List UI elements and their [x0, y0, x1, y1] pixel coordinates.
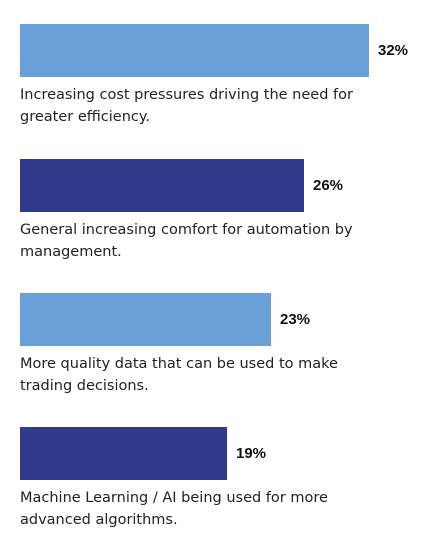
category-label: Machine Learning / AI being used for mor…: [20, 490, 328, 528]
bar: [20, 24, 369, 77]
category-label: Increasing cost pressures driving the ne…: [20, 87, 353, 125]
bar-value-label: 23%: [280, 311, 311, 328]
category-label: General increasing comfort for automatio…: [20, 222, 353, 260]
bar: [20, 159, 304, 212]
category-label: More quality data that can be used to ma…: [20, 356, 338, 394]
bar: [20, 293, 271, 346]
bar: [20, 427, 227, 480]
bar-value-label: 26%: [313, 177, 344, 194]
bar-value-label: 32%: [378, 42, 409, 59]
bar-value-label: 19%: [236, 445, 267, 462]
